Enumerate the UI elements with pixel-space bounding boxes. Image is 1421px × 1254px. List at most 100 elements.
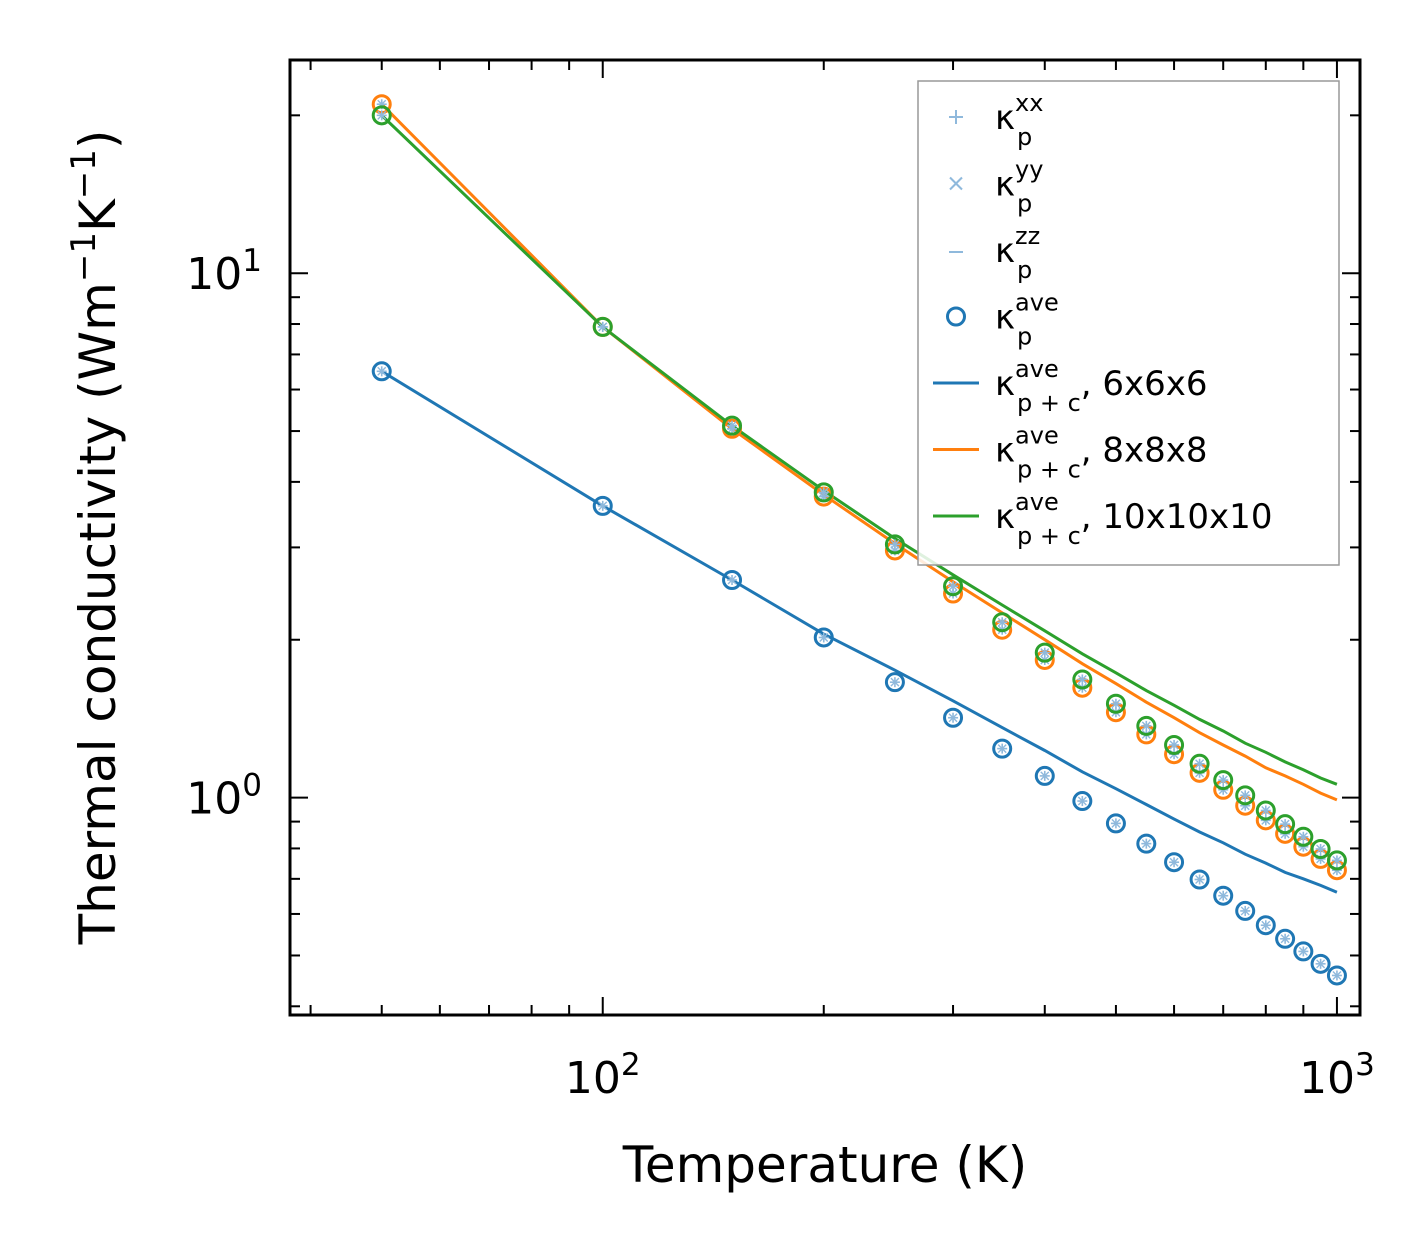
major-ticks bbox=[290, 60, 1360, 1015]
legend-label-sup: xx bbox=[1015, 89, 1043, 117]
point-ave bbox=[1164, 852, 1185, 873]
point-ave bbox=[592, 316, 613, 337]
x-tick-label-base: 10 bbox=[1299, 1053, 1355, 1104]
point-yy-b bbox=[1218, 891, 1228, 901]
legend-label-suffix: , 8x8x8 bbox=[1081, 431, 1208, 471]
legend-label-sub: p bbox=[1017, 323, 1032, 351]
legend-label-base: κ bbox=[995, 165, 1015, 205]
point-yy-b bbox=[727, 421, 737, 431]
point-yy-b bbox=[997, 617, 1007, 627]
legend-label: κave p bbox=[995, 289, 1059, 351]
legend-label: κave p + c, 10x10x10 bbox=[995, 488, 1272, 550]
y-axis-label: Thermal conductivity (Wm−1K−1) bbox=[64, 130, 127, 946]
point-ave bbox=[813, 627, 834, 648]
point-yy-b bbox=[1261, 920, 1271, 930]
point-yy-b bbox=[1195, 874, 1205, 884]
x-tick-label-exp: 3 bbox=[1355, 1047, 1375, 1083]
point-ave bbox=[1235, 785, 1256, 806]
point-ave bbox=[884, 672, 905, 693]
x-tick-label: 102 bbox=[565, 1047, 641, 1104]
legend-label-sup: ave bbox=[1015, 488, 1059, 516]
legend-label: κave p + c, 6x6x6 bbox=[995, 355, 1208, 417]
legend-label-sub: p + c bbox=[1017, 522, 1081, 550]
legend-marker-cross-b bbox=[949, 176, 963, 191]
point-ave bbox=[943, 707, 964, 728]
point-ave bbox=[1235, 900, 1256, 921]
legend-entry-yy: κyy p bbox=[949, 156, 1043, 218]
series-10x10x10 bbox=[380, 114, 1338, 786]
point-yy-b bbox=[727, 575, 737, 585]
point-yy-b bbox=[1169, 857, 1179, 867]
point-yy-b bbox=[1332, 970, 1342, 980]
x-tick-label: 103 bbox=[1299, 1047, 1375, 1104]
point-yy-b bbox=[1240, 790, 1250, 800]
legend-marker-circle bbox=[946, 306, 966, 327]
y-tick-label-exp: 1 bbox=[242, 243, 262, 279]
legend-entry-ave: κave p bbox=[946, 289, 1059, 351]
point-yy-b bbox=[1332, 855, 1342, 865]
point-yy-b bbox=[1316, 959, 1326, 969]
point-yy-b bbox=[1280, 934, 1290, 944]
legend-label-sub: p bbox=[1017, 190, 1032, 218]
y-tick-label: 100 bbox=[186, 768, 262, 825]
legend-label-base: κ bbox=[995, 231, 1015, 271]
legend-entry-line10: κave p + c, 10x10x10 bbox=[933, 488, 1272, 550]
point-yy-b bbox=[997, 744, 1007, 754]
point-ave bbox=[592, 495, 613, 516]
legend-box bbox=[917, 80, 1340, 566]
point-ave bbox=[943, 576, 964, 597]
x-tick-label-exp: 2 bbox=[621, 1047, 641, 1083]
markers-6x6x6 bbox=[371, 361, 1347, 986]
legend-label: κyy p bbox=[995, 156, 1043, 218]
point-yy-b bbox=[1040, 648, 1050, 658]
point-yy-b bbox=[1077, 674, 1087, 684]
point-ave bbox=[1105, 693, 1126, 714]
point-ave bbox=[722, 415, 743, 436]
point-yy-b bbox=[1316, 844, 1326, 854]
point-ave bbox=[1034, 642, 1055, 663]
point-ave bbox=[1189, 869, 1210, 890]
point-ave bbox=[1255, 915, 1276, 936]
point-ave bbox=[1136, 715, 1157, 736]
point-yy-b bbox=[1218, 775, 1228, 785]
point-ave bbox=[1275, 928, 1296, 949]
legend-entry-line6: κave p + c, 6x6x6 bbox=[933, 355, 1208, 417]
y-axis-label-k: K bbox=[69, 198, 127, 232]
point-ave bbox=[371, 105, 392, 126]
legend-label-suffix: , 6x6x6 bbox=[1081, 364, 1208, 404]
point-ave bbox=[1310, 839, 1331, 860]
y-tick-label-base: 10 bbox=[186, 774, 242, 825]
point-yy-b bbox=[1195, 759, 1205, 769]
y-axis-label-close: ) bbox=[69, 130, 127, 150]
point-yy-b bbox=[1298, 946, 1308, 956]
point-yy-b bbox=[1261, 805, 1271, 815]
point-ave bbox=[722, 569, 743, 590]
point-ave bbox=[1275, 814, 1296, 835]
legend-entry-zz: κzz p bbox=[949, 222, 1040, 284]
point-yy-b bbox=[1141, 839, 1151, 849]
point-ave bbox=[1164, 734, 1185, 755]
point-ave bbox=[1105, 813, 1126, 834]
point-ave bbox=[1136, 833, 1157, 854]
point-ave bbox=[1213, 770, 1234, 791]
legend-label-sup: ave bbox=[1015, 289, 1059, 317]
point-yy-b bbox=[1298, 832, 1308, 842]
point-yy-b bbox=[1077, 796, 1087, 806]
point-ave bbox=[1034, 765, 1055, 786]
legend-entry-line8: κave p + c, 8x8x8 bbox=[933, 422, 1208, 484]
series-6x6x6 bbox=[380, 370, 1338, 894]
legend-label: κxx p bbox=[995, 89, 1043, 151]
legend-label-sub: p bbox=[1017, 256, 1032, 284]
point-yy-b bbox=[948, 713, 958, 723]
point-yy-b bbox=[598, 322, 608, 332]
point-yy-b bbox=[1240, 906, 1250, 916]
legend-label-base: κ bbox=[995, 431, 1015, 471]
point-ave bbox=[813, 482, 834, 503]
point-yy-b bbox=[890, 677, 900, 687]
legend-label-suffix: , 10x10x10 bbox=[1081, 497, 1273, 537]
legend-label-sub: p + c bbox=[1017, 456, 1081, 484]
line-10x10x10 bbox=[380, 114, 1338, 786]
y-tick-label: 101 bbox=[186, 243, 262, 300]
